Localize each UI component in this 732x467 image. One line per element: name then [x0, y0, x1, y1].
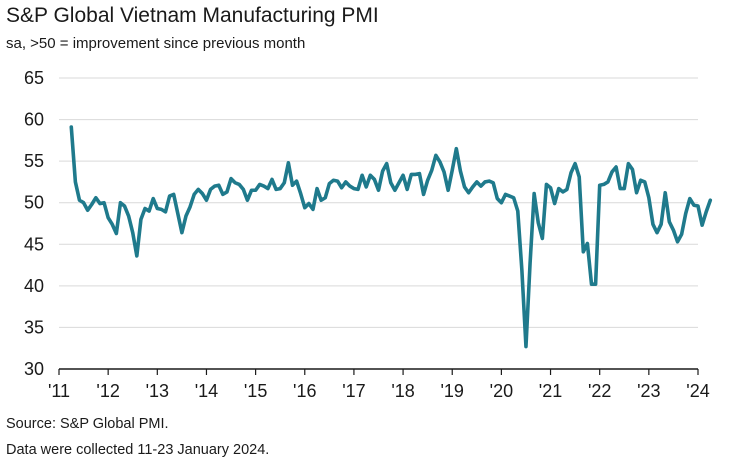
x-tick-label-17: '17 [342, 381, 365, 401]
y-tick-label-55: 55 [24, 151, 44, 171]
plot-area [69, 125, 713, 349]
series-line-0 [69, 125, 713, 349]
x-tick-label-12: '12 [96, 381, 119, 401]
y-tick-label-35: 35 [24, 317, 44, 337]
y-tick-label-40: 40 [24, 276, 44, 296]
x-tick-label-14: '14 [195, 381, 218, 401]
x-tick-label-18: '18 [391, 381, 414, 401]
x-tick-label-16: '16 [293, 381, 316, 401]
x-axis: '11 '12 '13 '14 '15 '16 '17 '18 '19 '20 '21 '22 '23 '… [48, 368, 710, 401]
y-tick-label-65: 65 [24, 68, 44, 88]
y-tick-label-45: 45 [24, 234, 44, 254]
y-tick-label-50: 50 [24, 193, 44, 213]
y-tick-label-30: 30 [24, 359, 44, 379]
source-note: Source: S&P Global PMI. [6, 416, 169, 432]
x-tick-label-20: '20 [490, 381, 513, 401]
y-axis: 30 35 40 45 50 55 60 65 [24, 68, 44, 379]
y-tick-label-60: 60 [24, 110, 44, 130]
collection-note: Data were collected 11-23 January 2024. [6, 442, 270, 458]
chart-subtitle: sa, >50 = improvement since previous mon… [6, 35, 306, 52]
x-tick-label-11: '11 [48, 381, 70, 401]
x-tick-label-24: '24 [686, 381, 709, 401]
x-tick-label-21: '21 [539, 381, 562, 401]
x-tick-label-19: '19 [440, 381, 463, 401]
x-tick-label-15: '15 [244, 381, 267, 401]
x-tick-label-22: '22 [588, 381, 611, 401]
chart-title: S&P Global Vietnam Manufacturing PMI [6, 4, 379, 27]
x-tick-label-23: '23 [637, 381, 660, 401]
x-tick-label-13: '13 [146, 381, 169, 401]
